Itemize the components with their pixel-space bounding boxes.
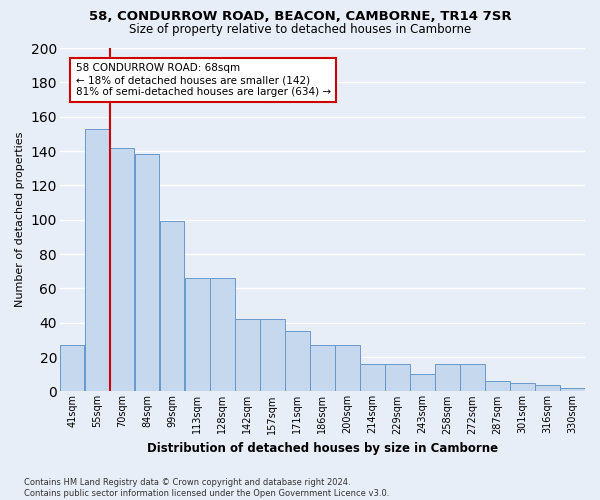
Bar: [410, 374, 434, 392]
Bar: [160, 222, 184, 392]
Bar: [185, 278, 209, 392]
Bar: [535, 384, 560, 392]
Bar: [135, 154, 160, 392]
Bar: [485, 381, 509, 392]
Y-axis label: Number of detached properties: Number of detached properties: [15, 132, 25, 308]
Bar: [210, 278, 235, 392]
Text: Size of property relative to detached houses in Camborne: Size of property relative to detached ho…: [129, 22, 471, 36]
Bar: [110, 148, 134, 392]
X-axis label: Distribution of detached houses by size in Camborne: Distribution of detached houses by size …: [147, 442, 498, 455]
Bar: [235, 320, 260, 392]
Text: Contains HM Land Registry data © Crown copyright and database right 2024.
Contai: Contains HM Land Registry data © Crown c…: [24, 478, 389, 498]
Bar: [436, 364, 460, 392]
Bar: [511, 383, 535, 392]
Bar: [310, 345, 335, 392]
Bar: [460, 364, 485, 392]
Bar: [85, 128, 109, 392]
Bar: [361, 364, 385, 392]
Bar: [285, 332, 310, 392]
Bar: [60, 345, 85, 392]
Text: 58, CONDURROW ROAD, BEACON, CAMBORNE, TR14 7SR: 58, CONDURROW ROAD, BEACON, CAMBORNE, TR…: [89, 10, 511, 23]
Text: 58 CONDURROW ROAD: 68sqm
← 18% of detached houses are smaller (142)
81% of semi-: 58 CONDURROW ROAD: 68sqm ← 18% of detach…: [76, 64, 331, 96]
Bar: [385, 364, 410, 392]
Bar: [560, 388, 584, 392]
Bar: [260, 320, 284, 392]
Bar: [335, 345, 359, 392]
